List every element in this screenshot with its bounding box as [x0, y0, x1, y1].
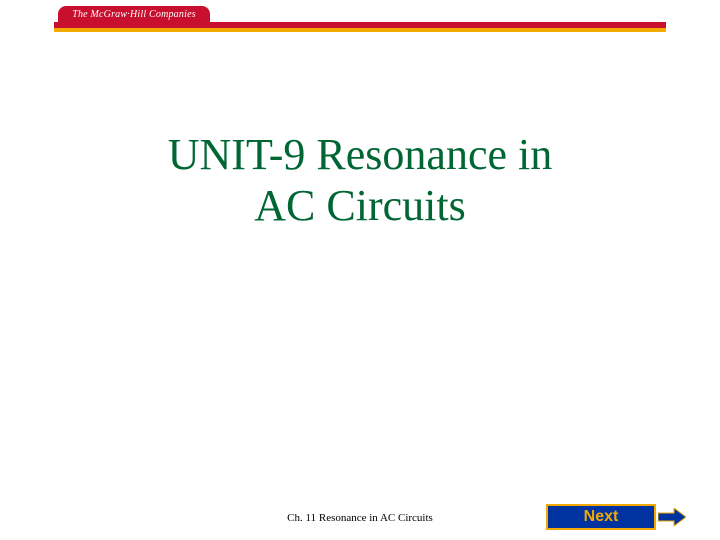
next-button[interactable]: Next [546, 504, 656, 530]
title-line-1: UNIT-9 Resonance in [168, 130, 553, 179]
brand-label: The McGraw·Hill Companies [72, 9, 196, 20]
arrow-right-shape [658, 508, 686, 526]
next-button-label: Next [584, 508, 619, 526]
page-title: UNIT-9 Resonance in AC Circuits [0, 130, 720, 231]
rule-yellow [54, 28, 666, 32]
arrow-right-icon [658, 508, 686, 526]
brand-tab: The McGraw·Hill Companies [58, 6, 210, 22]
header: The McGraw·Hill Companies [0, 0, 720, 36]
title-line-2: AC Circuits [254, 181, 465, 230]
slide: The McGraw·Hill Companies UNIT-9 Resonan… [0, 0, 720, 540]
footer: Ch. 11 Resonance in AC Circuits Next [0, 502, 720, 530]
